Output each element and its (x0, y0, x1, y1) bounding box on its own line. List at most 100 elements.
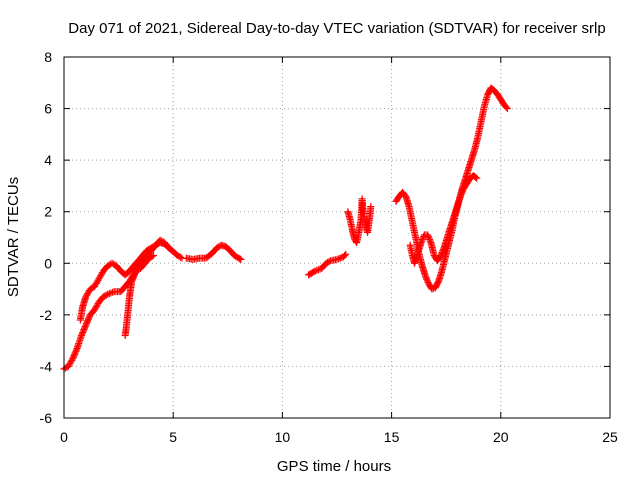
data-point-marker (69, 355, 77, 363)
data-point-marker (79, 327, 87, 335)
data-point-marker (72, 346, 80, 354)
y-tick-label: -6 (40, 410, 53, 426)
grid-layer (64, 57, 610, 418)
data-point-marker (439, 245, 447, 253)
data-point-marker (424, 232, 432, 240)
data-point-marker (439, 247, 447, 255)
data-point-marker (423, 275, 431, 283)
x-tick-label: 25 (602, 429, 618, 445)
data-point-marker (437, 252, 445, 260)
data-point-marker (458, 189, 466, 197)
data-point-marker (417, 239, 425, 247)
data-point-marker (314, 266, 322, 274)
data-point-marker (85, 314, 93, 322)
data-point-marker (502, 103, 510, 111)
data-point-marker (418, 236, 426, 244)
data-point-marker (425, 234, 433, 242)
x-tick-label: 5 (169, 429, 177, 445)
data-point-marker (176, 253, 184, 261)
data-point-marker (336, 254, 344, 262)
data-point-marker (81, 324, 89, 332)
data-point-marker (82, 320, 90, 328)
data-point-marker (437, 250, 445, 258)
y-tick-label: 8 (44, 49, 52, 65)
data-point-marker (70, 352, 78, 360)
plot-frame (63, 56, 611, 419)
data-point-marker (165, 244, 173, 252)
data-point-marker (472, 173, 480, 181)
x-tick-label: 10 (275, 429, 291, 445)
data-point-marker (69, 353, 77, 361)
data-point-marker (438, 248, 446, 256)
y-tick-label: 2 (44, 204, 52, 220)
data-point-marker (418, 237, 426, 245)
y-tick-label: 4 (44, 152, 52, 168)
x-tick-label: 0 (60, 429, 68, 445)
data-point-marker (422, 274, 430, 282)
series-arc-a-high (76, 236, 173, 324)
x-tick-label: 20 (493, 429, 509, 445)
data-point-marker (456, 192, 464, 200)
series-arc-d (305, 250, 350, 279)
data-point-marker (341, 252, 349, 260)
data-point-marker (81, 323, 89, 331)
y-tick-label: -2 (40, 307, 53, 323)
data-point-marker (458, 188, 466, 196)
data-point-marker (426, 236, 434, 244)
data-point-marker (78, 330, 86, 338)
data-point-marker (68, 356, 76, 364)
data-point-marker (457, 191, 465, 199)
data-point-marker (72, 347, 80, 355)
data-point-marker (102, 291, 110, 299)
data-point-marker (342, 250, 350, 258)
data-point-marker (311, 267, 319, 275)
data-point-marker (473, 174, 481, 182)
data-point-marker (333, 255, 341, 263)
data-point-marker (79, 329, 87, 337)
data-point-marker (105, 290, 113, 298)
data-point-marker (313, 266, 321, 274)
data-point-marker (164, 243, 172, 251)
series-arc-f-lower (406, 172, 481, 267)
data-points-layer (60, 84, 511, 373)
chart-title: Day 071 of 2021, Sidereal Day-to-day VTE… (68, 20, 605, 37)
data-point-marker (107, 289, 115, 297)
data-point-marker (84, 317, 92, 325)
data-point-marker (83, 318, 91, 326)
series-arc-b (121, 252, 158, 339)
series-arc-f-main (392, 84, 511, 293)
data-point-marker (71, 349, 79, 357)
data-point-marker (77, 331, 85, 339)
data-point-marker (82, 321, 90, 329)
y-tick-label: 0 (44, 255, 52, 271)
data-point-marker (325, 258, 333, 266)
x-tick-label: 15 (384, 429, 400, 445)
data-point-marker (80, 326, 88, 334)
data-point-marker (503, 105, 511, 113)
data-point-marker (419, 234, 427, 242)
x-axis-label: GPS time / hours (277, 458, 391, 475)
series-arc-a-low (60, 239, 186, 373)
data-point-marker (426, 237, 434, 245)
data-point-marker (335, 255, 343, 263)
data-point-marker (310, 268, 318, 276)
data-point-marker (148, 252, 156, 260)
data-point-marker (109, 288, 117, 296)
data-point-marker (84, 315, 92, 323)
series-arc-e (344, 195, 375, 247)
data-point-marker (104, 290, 112, 298)
data-point-marker (71, 350, 79, 358)
data-point-marker (428, 285, 436, 293)
y-tick-label: -4 (40, 358, 53, 374)
y-axis-label: SDTVAR / TECUs (5, 177, 22, 297)
series-arc-c (182, 241, 245, 263)
y-tick-label: 6 (44, 101, 52, 117)
data-point-marker (421, 272, 429, 280)
data-point-marker (150, 252, 158, 260)
data-point-marker (367, 203, 375, 211)
data-point-marker (237, 255, 245, 263)
data-point-marker (424, 231, 432, 239)
data-point-marker (236, 255, 244, 263)
